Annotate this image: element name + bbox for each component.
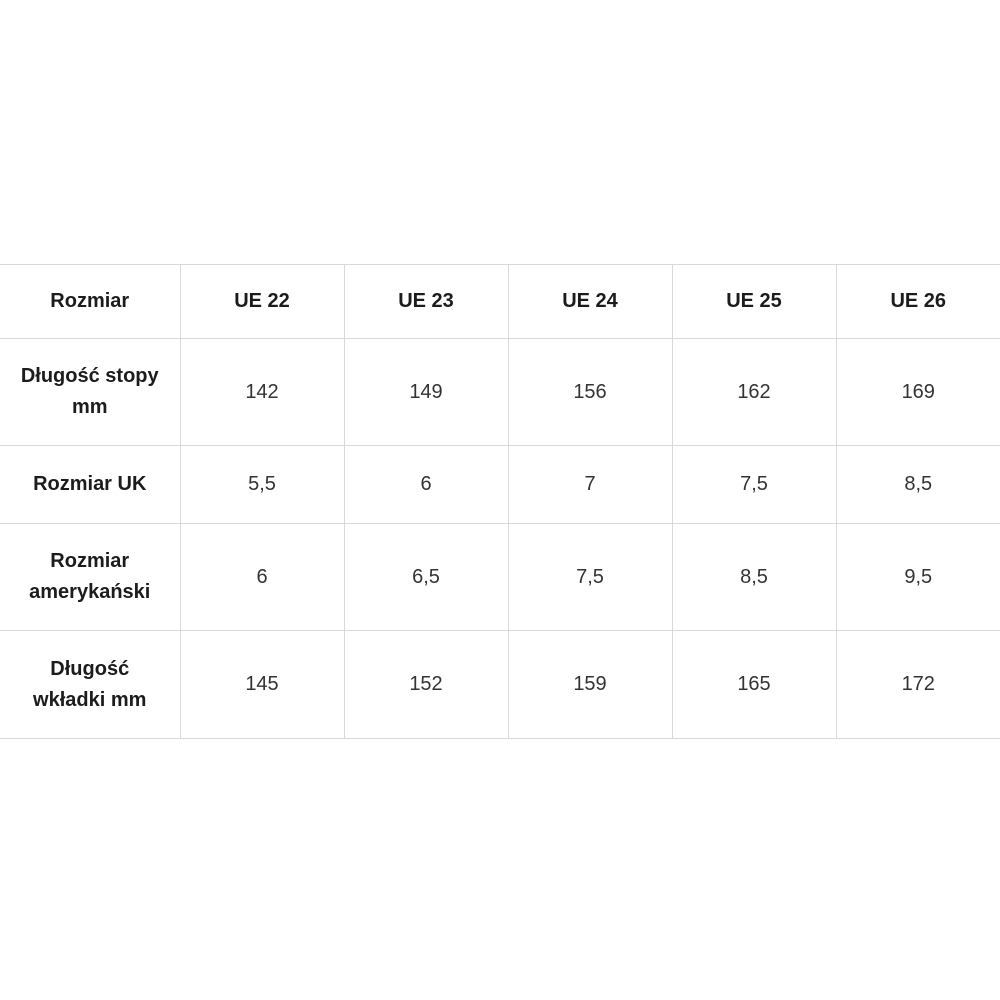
table-cell: 9,5 xyxy=(835,523,1000,631)
table-cell: 8,5 xyxy=(835,445,1000,524)
table-row-us-size: Rozmiar amerykański 6 6,5 7,5 8,5 9,5 xyxy=(0,523,1000,631)
column-header-rozmiar: Rozmiar xyxy=(0,264,181,339)
table-cell: 6 xyxy=(179,523,345,631)
column-header-ue25: UE 25 xyxy=(671,264,837,339)
table-cell: 156 xyxy=(507,338,673,446)
table-cell: 172 xyxy=(835,630,1000,739)
table-cell: 8,5 xyxy=(671,523,837,631)
size-chart-table: Rozmiar UE 22 UE 23 UE 24 UE 25 UE 26 Dł… xyxy=(0,264,1000,739)
table-cell: 6 xyxy=(343,445,509,524)
table-cell: 7,5 xyxy=(671,445,837,524)
table-cell: 142 xyxy=(179,338,345,446)
row-label-uk-size: Rozmiar UK xyxy=(0,445,181,524)
table-cell: 165 xyxy=(671,630,837,739)
column-header-ue22: UE 22 xyxy=(179,264,345,339)
table-cell: 5,5 xyxy=(179,445,345,524)
row-label-insole-length: Długość wkładki mm xyxy=(0,630,181,739)
table-row-insole-length: Długość wkładki mm 145 152 159 165 172 xyxy=(0,630,1000,739)
table-cell: 159 xyxy=(507,630,673,739)
table-cell: 7,5 xyxy=(507,523,673,631)
table-row-uk-size: Rozmiar UK 5,5 6 7 7,5 8,5 xyxy=(0,445,1000,524)
table-cell: 169 xyxy=(835,338,1000,446)
table-cell: 162 xyxy=(671,338,837,446)
table-cell: 7 xyxy=(507,445,673,524)
table-cell: 6,5 xyxy=(343,523,509,631)
column-header-ue23: UE 23 xyxy=(343,264,509,339)
column-header-ue24: UE 24 xyxy=(507,264,673,339)
column-header-ue26: UE 26 xyxy=(835,264,1000,339)
row-label-us-size: Rozmiar amerykański xyxy=(0,523,181,631)
table-cell: 152 xyxy=(343,630,509,739)
table-cell: 145 xyxy=(179,630,345,739)
table-header-row: Rozmiar UE 22 UE 23 UE 24 UE 25 UE 26 xyxy=(0,264,1000,339)
table-row-foot-length: Długość stopy mm 142 149 156 162 169 xyxy=(0,338,1000,446)
row-label-foot-length: Długość stopy mm xyxy=(0,338,181,446)
table-cell: 149 xyxy=(343,338,509,446)
